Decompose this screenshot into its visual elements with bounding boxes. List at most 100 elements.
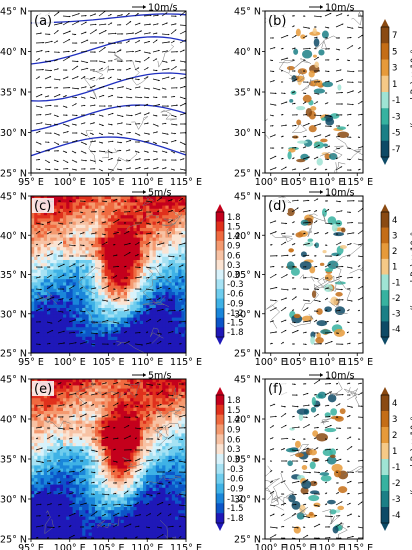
- colorbar-swatch: [216, 221, 224, 232]
- wind-vector-head: [352, 81, 354, 83]
- wind-vector-head: [319, 300, 321, 302]
- field-cell: [53, 240, 57, 245]
- field-cell: [34, 404, 38, 409]
- field-cell: [59, 388, 64, 393]
- field-cell: [98, 420, 102, 425]
- field-cell: [40, 317, 45, 322]
- field-cell: [117, 202, 121, 206]
- field-cell: [104, 417, 109, 421]
- field-cell: [127, 221, 131, 226]
- field-cell: [53, 272, 57, 277]
- wind-vector-head: [91, 222, 94, 224]
- field-cell: [143, 221, 147, 226]
- field-cell: [56, 279, 61, 283]
- wind-vector-head: [179, 222, 182, 224]
- colorbar-tick-label: 2: [392, 247, 397, 257]
- wind-vector-head: [175, 115, 177, 118]
- wind-vector-head: [63, 330, 65, 333]
- field-cell: [175, 343, 179, 347]
- field-cell: [107, 391, 112, 396]
- field-cell: [171, 218, 176, 222]
- field-cell: [104, 395, 109, 399]
- wind-vector-head: [39, 168, 41, 171]
- field-cell: [120, 260, 125, 264]
- field-cell: [114, 398, 118, 402]
- wind-vector-head: [138, 134, 141, 136]
- wind-vector-head: [83, 76, 86, 78]
- field-cell: [165, 199, 169, 203]
- wind-vector-head: [65, 151, 67, 153]
- field-cell: [59, 398, 64, 402]
- field-cell: [101, 240, 105, 245]
- wind-vector-head: [309, 221, 311, 224]
- field-patch: [302, 94, 312, 103]
- field-cell: [146, 336, 150, 341]
- field-cell: [136, 340, 141, 344]
- field-cell: [111, 404, 115, 409]
- wind-vector-head: [314, 244, 317, 246]
- field-cell: [175, 295, 179, 299]
- field-cell: [143, 256, 147, 261]
- field-cell: [168, 404, 173, 409]
- field-cell: [91, 295, 96, 299]
- wind-vector-head: [65, 95, 67, 97]
- field-cell: [127, 263, 131, 267]
- field-cell: [104, 420, 109, 425]
- field-cell: [79, 218, 83, 222]
- wind-vector-head: [68, 50, 70, 53]
- field-cell: [79, 244, 83, 248]
- wind-vector-head: [293, 254, 296, 256]
- field-cell: [79, 237, 83, 242]
- boundary-line: [308, 213, 326, 223]
- field-cell: [181, 330, 185, 334]
- field-cell: [56, 343, 61, 347]
- field-cell: [63, 417, 67, 421]
- field-cell: [155, 215, 160, 219]
- field-cell: [146, 411, 150, 415]
- field-cell: [69, 333, 73, 338]
- boundary-line: [351, 11, 363, 26]
- field-cell: [50, 231, 54, 235]
- field-cell: [82, 231, 86, 235]
- wind-vector-head: [293, 266, 295, 268]
- field-cell: [79, 327, 83, 331]
- field-cell: [120, 340, 125, 344]
- field-patch: [322, 250, 327, 254]
- field-cell: [56, 215, 61, 219]
- field-cell: [159, 218, 163, 222]
- field-cell: [107, 295, 112, 299]
- field-cell: [56, 269, 61, 274]
- field-cell: [69, 215, 73, 219]
- field-cell: [168, 208, 173, 213]
- field-cell: [181, 295, 185, 299]
- wind-vector-head: [82, 232, 85, 234]
- field-cell: [130, 260, 134, 264]
- field-cell: [69, 349, 73, 353]
- field-cell: [31, 343, 35, 347]
- field-cell: [63, 196, 67, 200]
- field-cell: [56, 414, 61, 418]
- field-cell: [178, 343, 182, 347]
- field-cell: [133, 260, 137, 264]
- field-cell: [117, 314, 121, 318]
- field-cell: [175, 414, 179, 418]
- field-cell: [101, 346, 105, 350]
- field-cell: [50, 411, 54, 415]
- field-cell: [181, 247, 185, 251]
- field-cell: [120, 269, 125, 274]
- field-cell: [95, 282, 99, 286]
- field-cell: [47, 333, 51, 338]
- field-cell: [31, 221, 35, 226]
- field-cell: [133, 391, 137, 396]
- field-cell: [133, 221, 137, 226]
- wind-vector-head: [102, 265, 105, 268]
- field-cell: [130, 253, 134, 258]
- field-cell: [168, 395, 173, 399]
- field-cell: [123, 205, 128, 210]
- wind-vector-head: [348, 321, 350, 323]
- field-cell: [66, 221, 70, 226]
- field-cell: [107, 237, 112, 242]
- field-cell: [66, 260, 70, 264]
- field-cell: [114, 276, 118, 280]
- field-cell: [111, 279, 115, 283]
